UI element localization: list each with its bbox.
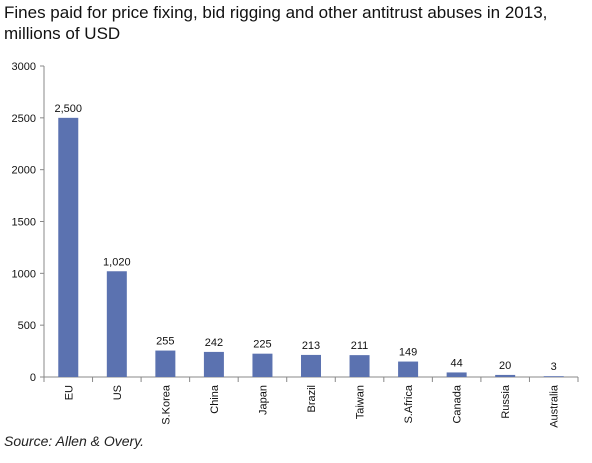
bar-taiwan — [349, 355, 370, 377]
x-tick-label-canada: Canada — [452, 384, 464, 423]
data-label-skorea: 255 — [156, 336, 174, 348]
bar-canada — [446, 372, 467, 377]
data-label-eu: 2,500 — [55, 103, 83, 115]
y-tick-label-1000: 1000 — [12, 268, 36, 280]
data-label-safrica: 149 — [399, 347, 417, 359]
bar-us — [106, 271, 127, 377]
chart-title: Fines paid for price fixing, bid rigging… — [4, 3, 548, 43]
data-label-us: 1,020 — [103, 256, 131, 268]
bar-safrica — [398, 361, 419, 377]
data-label-japan: 225 — [253, 339, 271, 351]
bar-china — [203, 351, 224, 377]
source-note: Source: Allen & Overy. — [4, 433, 145, 449]
data-label-taiwan: 211 — [351, 340, 369, 352]
bar-russia — [495, 374, 516, 377]
bar-eu — [58, 117, 79, 377]
x-tick-label-russia: Russia — [500, 384, 512, 419]
x-tick-label-china: China — [209, 384, 221, 414]
bars — [58, 117, 564, 377]
x-tick-label-japan: Japan — [257, 385, 269, 415]
bar-brazil — [301, 354, 321, 377]
x-tick-label-us: US — [112, 385, 124, 400]
x-tick-label-brazil: Brazil — [306, 385, 318, 413]
y-tick-label-1500: 1500 — [12, 217, 36, 229]
x-tick-label-taiwan: Taiwan — [355, 385, 367, 419]
data-label-brazil: 213 — [302, 340, 320, 352]
x-tick-label-eu: EU — [63, 385, 75, 400]
y-tick-label-2500: 2500 — [12, 113, 36, 125]
bar-japan — [252, 353, 273, 377]
y-tick-label-2000: 2000 — [12, 165, 36, 177]
y-tick-label-500: 500 — [18, 320, 36, 332]
x-tick-label-safrica: S.Africa — [403, 384, 415, 423]
data-label-canada: 44 — [451, 357, 463, 369]
y-tick-labels: 0 500 1000 1500 2000 2500 3000 — [12, 61, 36, 384]
x-tick-label-australia: Australia — [549, 384, 561, 428]
y-tick-label-0: 0 — [30, 372, 36, 384]
x-tick-label-skorea: S.Korea — [160, 384, 172, 425]
data-label-russia: 20 — [499, 360, 511, 372]
x-tick-labels: EU US S.Korea China Japan Brazil Taiwan S.Afric… — [63, 384, 560, 428]
bar-skorea — [155, 350, 176, 377]
data-label-china: 242 — [205, 337, 223, 349]
data-label-australia: 3 — [551, 361, 557, 373]
data-labels: 2,500 1,020 255 242 225 213 211 149 44 20 3 — [55, 103, 557, 373]
y-tick-label-3000: 3000 — [12, 61, 36, 73]
bar-australia — [543, 376, 564, 377]
